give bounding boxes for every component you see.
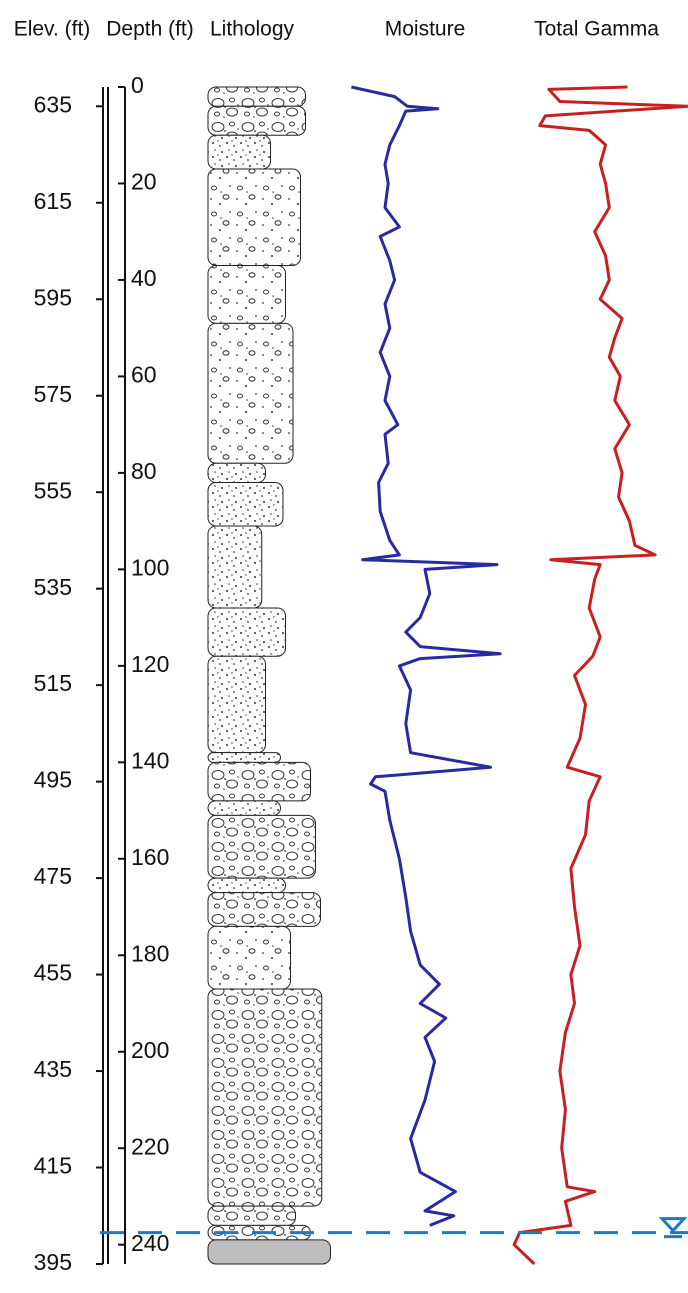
depth-tick-label: 100 — [131, 554, 169, 580]
elev-tick-label: 575 — [34, 381, 72, 407]
water-table-symbol — [658, 1217, 688, 1239]
lithology-layer — [207, 134, 271, 170]
elev-tick-label: 615 — [34, 188, 72, 214]
lithology-layer — [207, 462, 266, 484]
depth-tick-label: 140 — [131, 747, 169, 773]
lithology-layer — [207, 1205, 296, 1226]
elev-tick-label: 535 — [34, 574, 72, 600]
depth-tick-label: 60 — [131, 362, 157, 388]
lithology-layer — [207, 925, 291, 990]
depth-tick-label: 0 — [131, 72, 144, 98]
depth-tick-label: 120 — [131, 651, 169, 677]
depth-tick-label: 80 — [131, 458, 157, 484]
lithology-layer — [207, 525, 263, 609]
lithology-layer — [207, 86, 306, 107]
depth-label: Depth (ft) — [106, 18, 194, 41]
lithology-layer — [207, 482, 284, 527]
depth-tick-label: 200 — [131, 1037, 169, 1063]
lithology-layer — [207, 892, 321, 927]
elev-tick-label: 555 — [34, 477, 72, 503]
lithology-layer — [207, 752, 281, 763]
lithology-layer — [207, 607, 286, 657]
lithology-layer — [207, 800, 281, 816]
lithology-layer — [207, 168, 301, 266]
depth-tick-label: 160 — [131, 844, 169, 870]
elev-tick-label: 495 — [34, 767, 72, 793]
depth-tick-label: 220 — [131, 1133, 169, 1159]
elev-tick-label: 475 — [34, 863, 72, 889]
elev-label: Elev. (ft) — [14, 18, 91, 41]
depth-tick-label: 40 — [131, 265, 157, 291]
elev-tick-label: 455 — [34, 960, 72, 986]
log-curve — [351, 85, 502, 1227]
elev-tick-label: 595 — [34, 284, 72, 310]
lithology-layer — [207, 761, 311, 802]
lithology-layer — [207, 105, 306, 136]
log-curve — [512, 85, 688, 1266]
lithology-layer — [207, 655, 266, 754]
series-label: Total Gamma — [534, 18, 659, 41]
elev-tick-label: 415 — [34, 1153, 72, 1179]
elev-tick-label: 635 — [34, 91, 72, 117]
series-label: Moisture — [385, 18, 466, 41]
lithology-layer — [207, 988, 323, 1207]
depth-tick-label: 20 — [131, 169, 157, 195]
elev-tick-label: 515 — [34, 670, 72, 696]
lithology-layer — [207, 814, 316, 879]
depth-tick-label: 180 — [131, 940, 169, 966]
elev-tick-label: 435 — [34, 1056, 72, 1082]
lithology-layer — [207, 1239, 331, 1265]
lithology-layer — [207, 264, 286, 324]
lithology-layer — [207, 877, 286, 894]
lithology-layer — [207, 322, 294, 464]
elev-tick-label: 395 — [34, 1249, 72, 1275]
lithology-label: Lithology — [210, 18, 295, 41]
axes — [102, 87, 126, 1264]
